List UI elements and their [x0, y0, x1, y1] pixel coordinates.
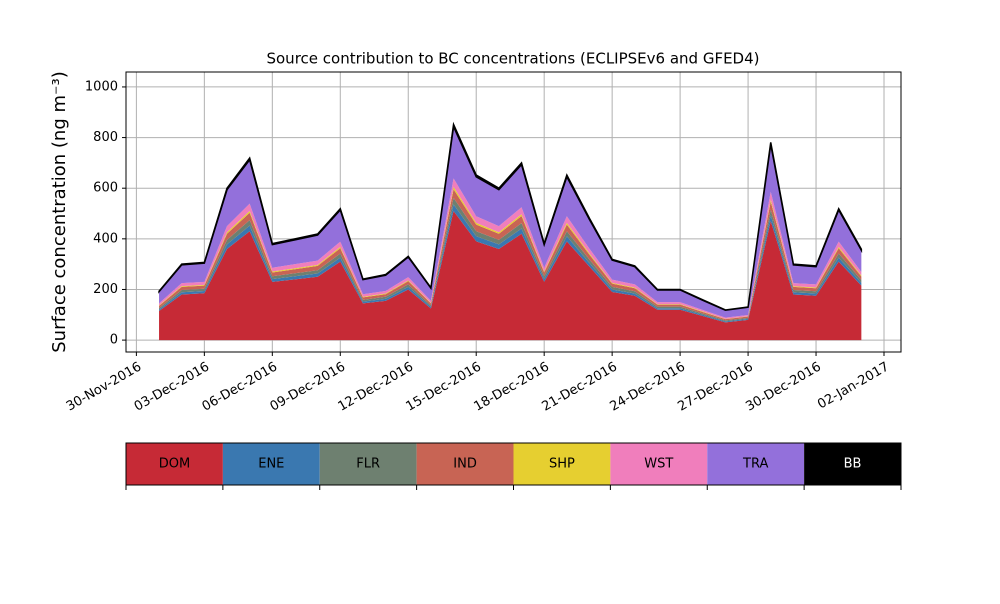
legend-swatch [319, 443, 417, 485]
x-tick-label: 03-Dec-2016 [132, 360, 212, 415]
x-tick-label: 27-Dec-2016 [675, 360, 755, 415]
legend-frame [125, 442, 902, 486]
legend-swatch [416, 443, 514, 485]
legend-label: FLR [356, 457, 380, 472]
legend-label: DOM [159, 457, 190, 472]
legend-label: TRA [742, 457, 768, 472]
x-tick-label: 24-Dec-2016 [607, 360, 687, 415]
legend-swatch [707, 443, 805, 485]
y-tick-label: 1000 [85, 79, 118, 94]
chart-title: Source contribution to BC concentrations… [266, 50, 759, 68]
legend-swatch [610, 443, 708, 485]
legend-label: BB [844, 457, 862, 472]
legend-swatch [126, 443, 223, 485]
x-tick-label: 09-Dec-2016 [268, 360, 348, 415]
legend-swatch [804, 443, 901, 485]
y-tick-label: 600 [93, 181, 118, 196]
y-axis-label: Surface concentration (ng m⁻³) [49, 71, 70, 353]
plot-frame [125, 71, 902, 353]
x-tick-label: 18-Dec-2016 [472, 360, 552, 415]
legend-label: IND [453, 457, 477, 472]
legend-label: ENE [258, 457, 284, 472]
legend-swatch [513, 443, 611, 485]
y-tick-label: 400 [93, 231, 118, 246]
y-tick-label: 800 [93, 130, 118, 145]
y-tick-label: 200 [93, 282, 118, 297]
y-tick-label: 0 [110, 333, 118, 348]
area-dom [159, 210, 862, 341]
x-tick-label: 21-Dec-2016 [540, 360, 620, 415]
x-tick-label: 30-Nov-2016 [64, 360, 144, 415]
x-tick-label: 12-Dec-2016 [336, 360, 416, 415]
legend-label: WST [644, 457, 673, 472]
x-tick-label: 06-Dec-2016 [200, 360, 280, 415]
legend-swatch [222, 443, 320, 485]
x-tick-label: 02-Jan-2017 [815, 360, 892, 413]
x-tick-label: 30-Dec-2016 [743, 360, 823, 415]
legend-label: SHP [549, 457, 575, 472]
area-bb [158, 121, 863, 311]
x-tick-label: 15-Dec-2016 [404, 360, 484, 415]
